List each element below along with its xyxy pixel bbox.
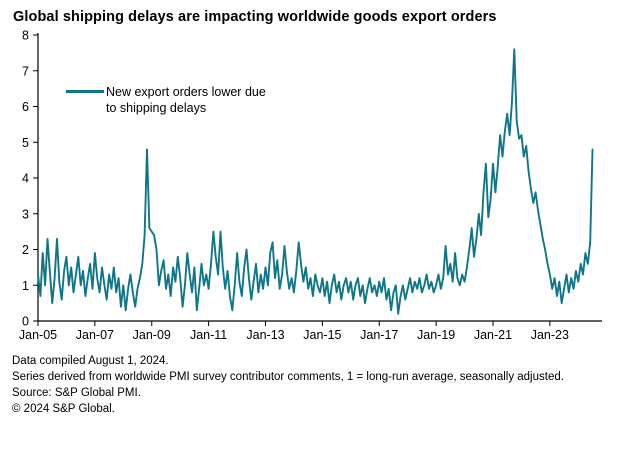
x-axis-label: Jan-07 <box>76 328 114 342</box>
legend-line-swatch <box>66 90 104 93</box>
x-axis-label: Jan-23 <box>531 328 569 342</box>
x-axis-label: Jan-13 <box>246 328 284 342</box>
y-axis-label: 7 <box>22 64 29 78</box>
y-axis-label: 1 <box>22 279 29 293</box>
x-axis-label: Jan-05 <box>19 328 57 342</box>
legend: New export orders lower due to shipping … <box>66 84 266 116</box>
chart-title: Global shipping delays are impacting wor… <box>13 9 497 25</box>
y-axis-label: 2 <box>22 243 29 257</box>
x-axis-label: Jan-19 <box>417 328 455 342</box>
x-axis-label: Jan-15 <box>303 328 341 342</box>
legend-label-line1: New export orders lower due <box>106 85 266 99</box>
x-axis-label: Jan-17 <box>360 328 398 342</box>
legend-label: New export orders lower due to shipping … <box>106 84 266 116</box>
y-axis-label: 5 <box>22 136 29 150</box>
y-axis-label: 4 <box>22 172 29 186</box>
legend-label-line2: to shipping delays <box>106 101 207 115</box>
series-line <box>37 48 594 315</box>
footnotes: Data compiled August 1, 2024. Series der… <box>12 353 607 417</box>
x-axis-label: Jan-11 <box>190 328 227 342</box>
y-axis-label: 3 <box>22 207 29 221</box>
y-axis-label: 0 <box>22 315 29 329</box>
footnote-data-compiled: Data compiled August 1, 2024. <box>12 355 169 367</box>
y-axis-label: 6 <box>22 100 29 114</box>
footnote-copyright: © 2024 S&P Global. <box>12 403 115 415</box>
x-axis-label: Jan-21 <box>474 328 512 342</box>
footnote-source: Source: S&P Global PMI. <box>12 387 141 399</box>
y-axis-label: 8 <box>22 29 29 43</box>
footnote-series-note: Series derived from worldwide PMI survey… <box>12 371 564 383</box>
line-chart-canvas: 0 1 2 3 4 5 6 7 8 Jan-05 Jan-07 Jan-09 Jan-11 Jan-13 J… <box>19 29 602 342</box>
x-axis-label: Jan-09 <box>133 328 171 342</box>
